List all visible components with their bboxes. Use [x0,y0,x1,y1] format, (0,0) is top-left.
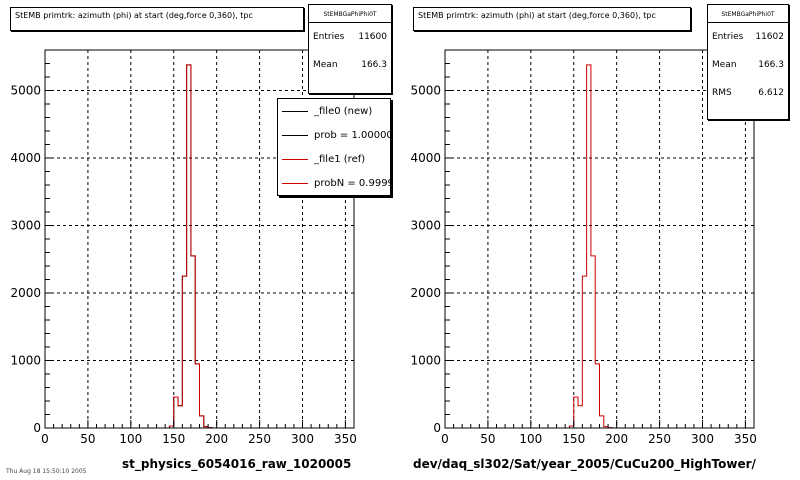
right-xtick-label-50: 50 [480,432,495,446]
left-ytick-label-3000: 3000 [10,219,41,233]
left-stats-name: StEMBGaPhiPhi0T [309,5,391,23]
right-xtick-label-0: 0 [441,432,449,446]
right-ytick-label-5000: 5000 [410,84,441,98]
right-xtick-label-350: 350 [734,432,757,446]
legend-entry-prob: prob = 1.000000 [278,123,390,147]
left-xtick-label-50: 50 [80,432,95,446]
legend-entry-file0: _file0 (new) [278,99,390,123]
legend-entry-probn: probN = 0.999940 [278,171,390,195]
left-xtick-label-100: 100 [119,432,142,446]
left-stats-mean-row: Mean 166.3 [313,60,387,70]
left-histogram-title: StEMB primtrk: azimuth (phi) at start (d… [10,7,304,31]
right-ytick-label-4000: 4000 [410,151,441,165]
right-run-name: dev/daq_sl302/Sat/year_2005/CuCu200_High… [413,457,756,471]
right-ytick-label-3000: 3000 [410,219,441,233]
left-ytick-label-5000: 5000 [10,84,41,98]
left-ytick-label-0: 0 [33,421,41,435]
right-stats-rms-row: RMS 6.612 [712,88,784,98]
footer-timestamp: Thu Aug 18 15:50:10 2005 [6,468,87,475]
right-xtick-label-100: 100 [519,432,542,446]
legend-line-file0 [282,110,308,112]
right-stats-box: StEMBGaPhiPhi0T Entries 11602 Mean 166.3… [707,4,789,120]
left-xtick-label-350: 350 [334,432,357,446]
right-xtick-label-250: 250 [648,432,671,446]
legend: _file0 (new) prob = 1.000000 _file1 (ref… [277,98,391,196]
legend-line-prob [282,134,308,136]
left-ytick-label-4000: 4000 [10,151,41,165]
left-xtick-label-300: 300 [291,432,314,446]
left-ytick-label-2000: 2000 [10,286,41,300]
left-stats-entries-row: Entries 11600 [313,32,387,42]
right-xtick-label-200: 200 [605,432,628,446]
left-xtick-label-250: 250 [248,432,271,446]
right-histogram-title: StEMB primtrk: azimuth (phi) at start (d… [413,7,691,31]
right-stats-entries-row: Entries 11602 [712,32,784,42]
legend-entry-file1: _file1 (ref) [278,147,390,171]
legend-line-file1 [282,158,308,160]
left-xtick-label-150: 150 [162,432,185,446]
right-ytick-label-1000: 1000 [410,354,441,368]
right-ytick-label-0: 0 [433,421,441,435]
legend-line-probn [282,182,308,184]
left-xtick-label-200: 200 [205,432,228,446]
right-xtick-label-150: 150 [562,432,585,446]
left-ytick-label-1000: 1000 [10,354,41,368]
right-stats-mean-row: Mean 166.3 [712,60,784,70]
right-stats-name: StEMBGaPhiPhi0T [708,5,788,23]
right-xtick-label-300: 300 [691,432,714,446]
right-ytick-label-2000: 2000 [410,286,441,300]
left-xtick-label-0: 0 [41,432,49,446]
left-stats-box: StEMBGaPhiPhi0T Entries 11600 Mean 166.3 [308,4,392,94]
left-run-name: st_physics_6054016_raw_1020005 [122,457,352,471]
